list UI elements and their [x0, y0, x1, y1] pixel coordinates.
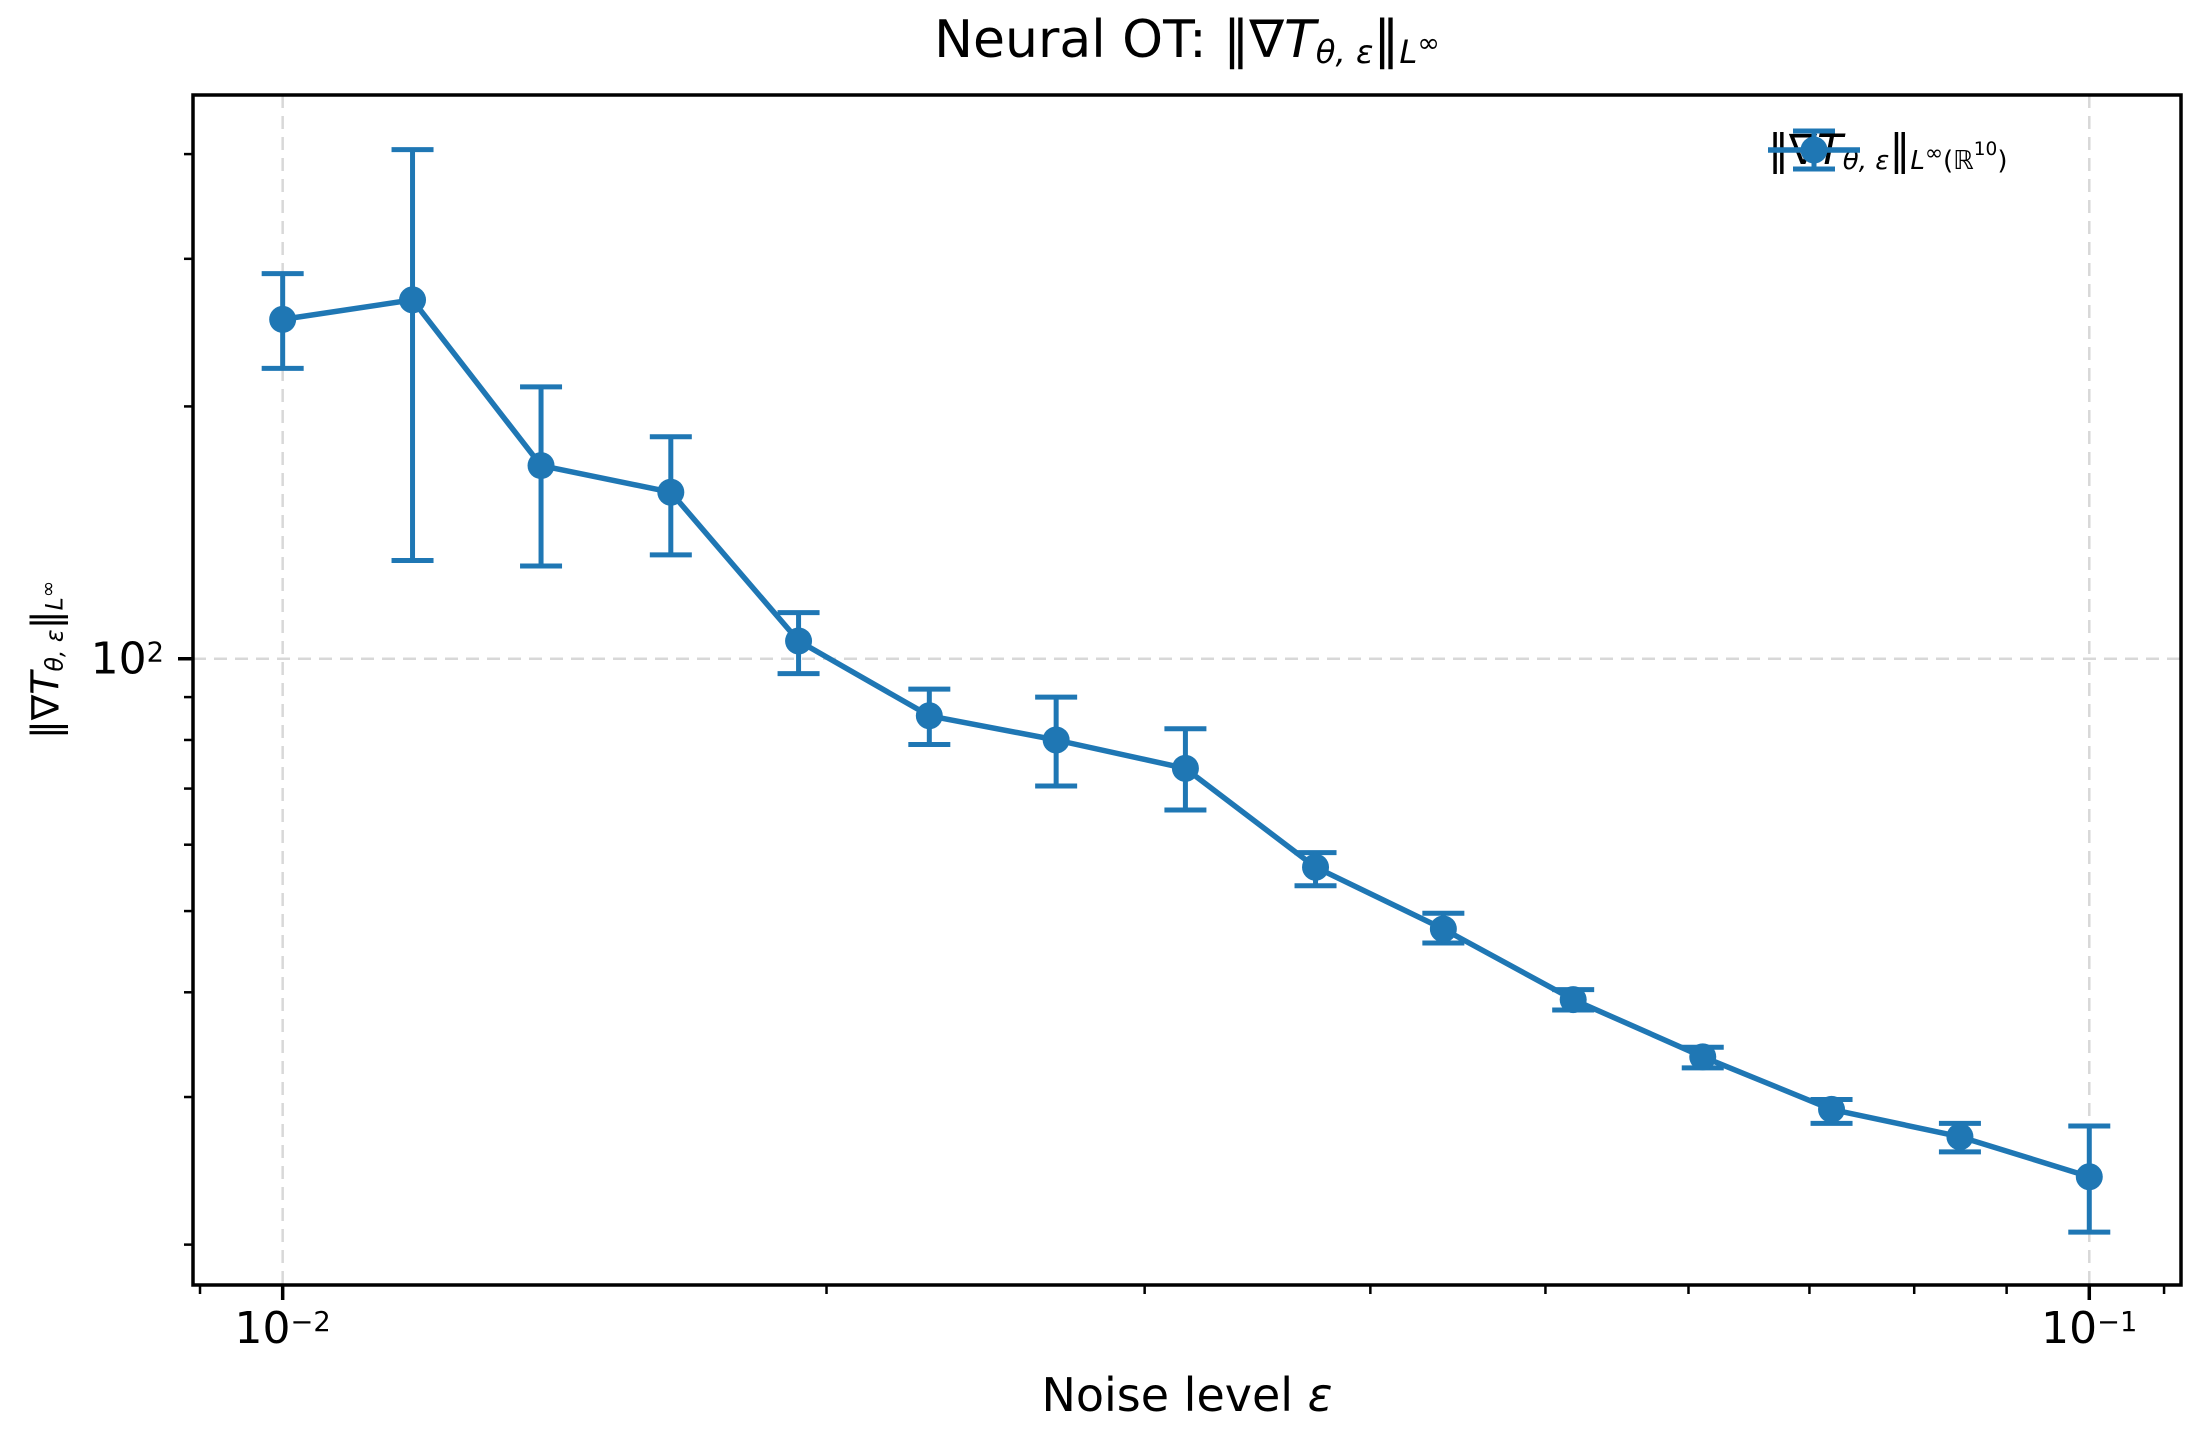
data-point-marker — [399, 286, 427, 314]
data-point-marker — [1946, 1123, 1974, 1151]
data-point-marker — [1429, 915, 1457, 943]
plot-frame — [191, 93, 2183, 1287]
data-point-marker — [1171, 754, 1199, 782]
data-point-marker — [1559, 986, 1587, 1014]
chart-title: Neural OT: ‖∇Tθ, ε‖L∞ — [934, 10, 1440, 72]
data-point-marker — [1689, 1043, 1717, 1071]
y-tick-label: 102 — [90, 633, 164, 685]
data-point-marker — [2075, 1163, 2103, 1191]
data-point-marker — [785, 627, 813, 655]
x-tick-label: 10−1 — [2041, 1303, 2138, 1354]
legend: ‖∇Tθ, ε‖L∞(ℝ10) — [1768, 112, 2007, 188]
data-point-marker — [1302, 853, 1330, 881]
data-point-marker — [657, 478, 685, 506]
data-point-marker — [527, 452, 555, 480]
errorbar-legend-icon — [1768, 128, 1860, 172]
data-point-marker — [915, 702, 943, 730]
x-axis-label: Noise level ε — [1041, 1368, 1333, 1422]
data-point-marker — [269, 305, 297, 333]
x-tick-label: 10−2 — [234, 1303, 331, 1354]
data-point-marker — [1818, 1095, 1846, 1123]
data-point-marker — [1042, 726, 1070, 754]
